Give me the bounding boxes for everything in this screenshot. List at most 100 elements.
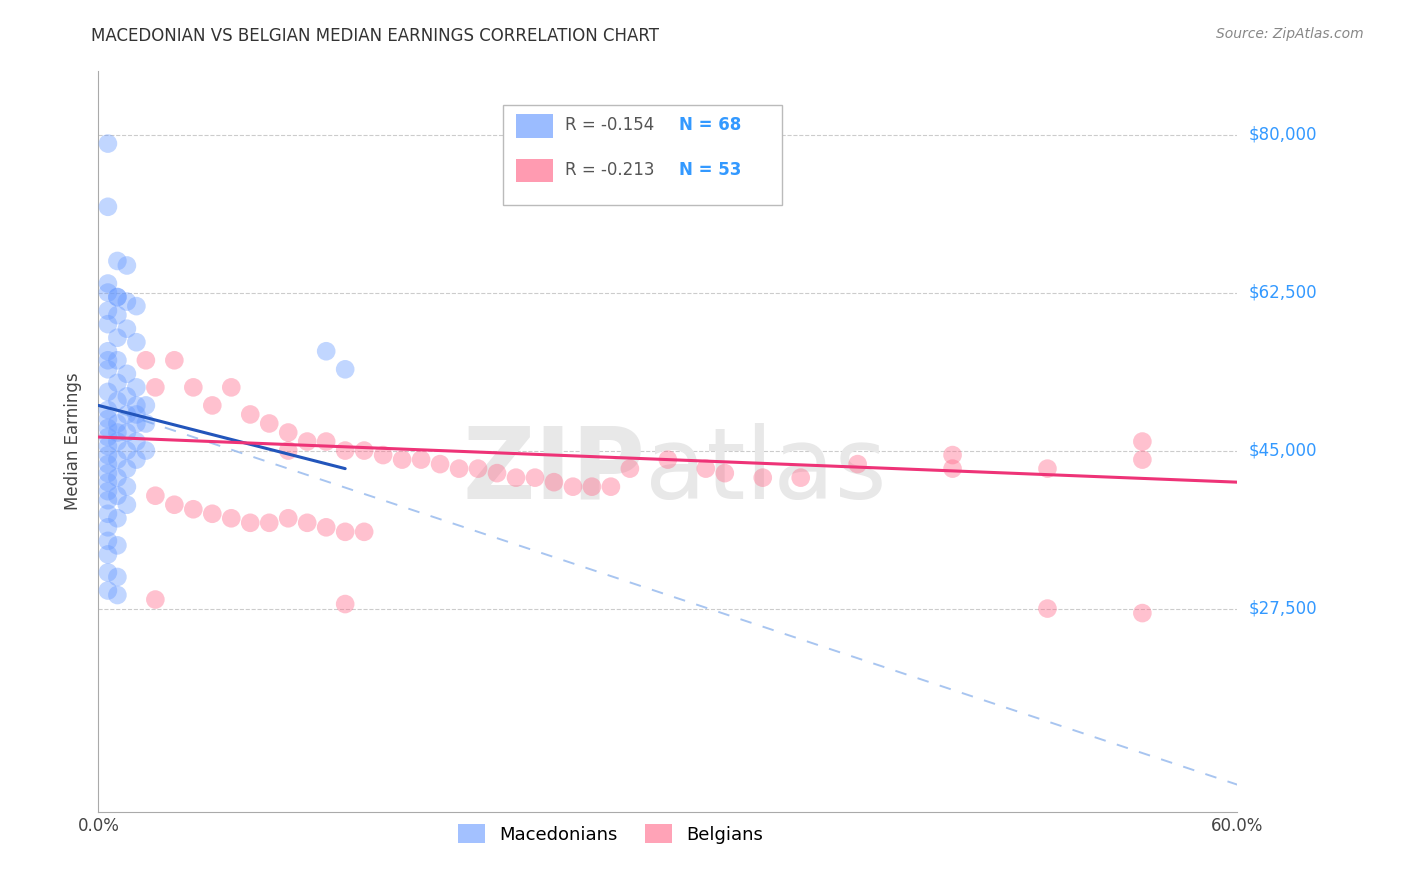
Point <box>486 466 509 480</box>
Text: N = 53: N = 53 <box>679 161 741 178</box>
Point <box>97 566 120 580</box>
Point <box>107 434 129 449</box>
Point <box>97 412 120 426</box>
Point <box>97 583 120 598</box>
Point <box>467 461 489 475</box>
Point <box>97 493 120 508</box>
Point <box>524 470 547 484</box>
Point <box>135 353 157 368</box>
Point <box>371 448 394 462</box>
Point <box>107 331 129 345</box>
Point <box>335 362 357 376</box>
Text: R = -0.154: R = -0.154 <box>565 117 655 135</box>
Point <box>115 294 138 309</box>
Point <box>335 524 357 539</box>
Point <box>543 475 565 490</box>
Point <box>201 507 224 521</box>
Text: R = -0.213: R = -0.213 <box>565 161 655 178</box>
Point <box>125 417 148 431</box>
Point <box>125 452 148 467</box>
Point <box>145 489 167 503</box>
Point <box>429 457 451 471</box>
Text: ZIP: ZIP <box>463 423 645 520</box>
Text: Source: ZipAtlas.com: Source: ZipAtlas.com <box>1216 27 1364 41</box>
Point <box>107 570 129 584</box>
Point <box>163 353 186 368</box>
Point <box>97 475 120 490</box>
Point <box>942 461 965 475</box>
Point <box>107 538 129 552</box>
Point <box>259 417 281 431</box>
Point <box>97 484 120 499</box>
Point <box>115 408 138 422</box>
Point <box>277 425 299 440</box>
Point <box>125 434 148 449</box>
Point <box>315 344 337 359</box>
Point <box>1036 601 1059 615</box>
Point <box>115 367 138 381</box>
Point <box>145 592 167 607</box>
Point <box>239 408 262 422</box>
Point <box>107 452 129 467</box>
Point <box>97 548 120 562</box>
Point <box>1036 461 1059 475</box>
Legend: Macedonians, Belgians: Macedonians, Belgians <box>451 817 770 851</box>
Point <box>125 299 148 313</box>
Point <box>619 461 641 475</box>
Point <box>201 399 224 413</box>
Point <box>1132 434 1154 449</box>
Point <box>259 516 281 530</box>
Point <box>1132 452 1154 467</box>
Point <box>600 480 623 494</box>
Point <box>97 430 120 444</box>
Point <box>277 511 299 525</box>
Text: N = 68: N = 68 <box>679 117 741 135</box>
Point <box>107 393 129 408</box>
Point <box>145 380 167 394</box>
Point <box>107 470 129 484</box>
Point <box>221 380 243 394</box>
Text: MACEDONIAN VS BELGIAN MEDIAN EARNINGS CORRELATION CHART: MACEDONIAN VS BELGIAN MEDIAN EARNINGS CO… <box>91 27 659 45</box>
Point <box>790 470 813 484</box>
Point <box>107 353 129 368</box>
Point <box>107 376 129 390</box>
Point <box>125 399 148 413</box>
Point <box>97 457 120 471</box>
Point <box>297 434 319 449</box>
Point <box>183 502 205 516</box>
Point <box>449 461 471 475</box>
Point <box>391 452 413 467</box>
Point <box>115 389 138 403</box>
Point <box>277 443 299 458</box>
Text: $45,000: $45,000 <box>1249 442 1317 459</box>
Point <box>97 384 120 399</box>
Point <box>221 511 243 525</box>
Point <box>183 380 205 394</box>
Point <box>107 489 129 503</box>
Point <box>97 344 120 359</box>
Text: $62,500: $62,500 <box>1249 284 1317 301</box>
Point <box>97 403 120 417</box>
Point <box>562 480 585 494</box>
FancyBboxPatch shape <box>503 104 782 204</box>
Point <box>97 466 120 480</box>
Y-axis label: Median Earnings: Median Earnings <box>65 373 83 510</box>
Point <box>411 452 433 467</box>
Bar <box>516 114 553 138</box>
Point <box>97 421 120 435</box>
Point <box>115 259 138 273</box>
Point <box>125 380 148 394</box>
Point <box>115 425 138 440</box>
Point <box>695 461 717 475</box>
Point <box>97 317 120 331</box>
Point <box>97 285 120 300</box>
Point <box>107 290 129 304</box>
Point <box>315 520 337 534</box>
Point <box>97 439 120 453</box>
Point <box>714 466 737 480</box>
Point <box>97 448 120 462</box>
Point <box>97 353 120 368</box>
Point <box>107 308 129 322</box>
Point <box>97 362 120 376</box>
Point <box>942 448 965 462</box>
